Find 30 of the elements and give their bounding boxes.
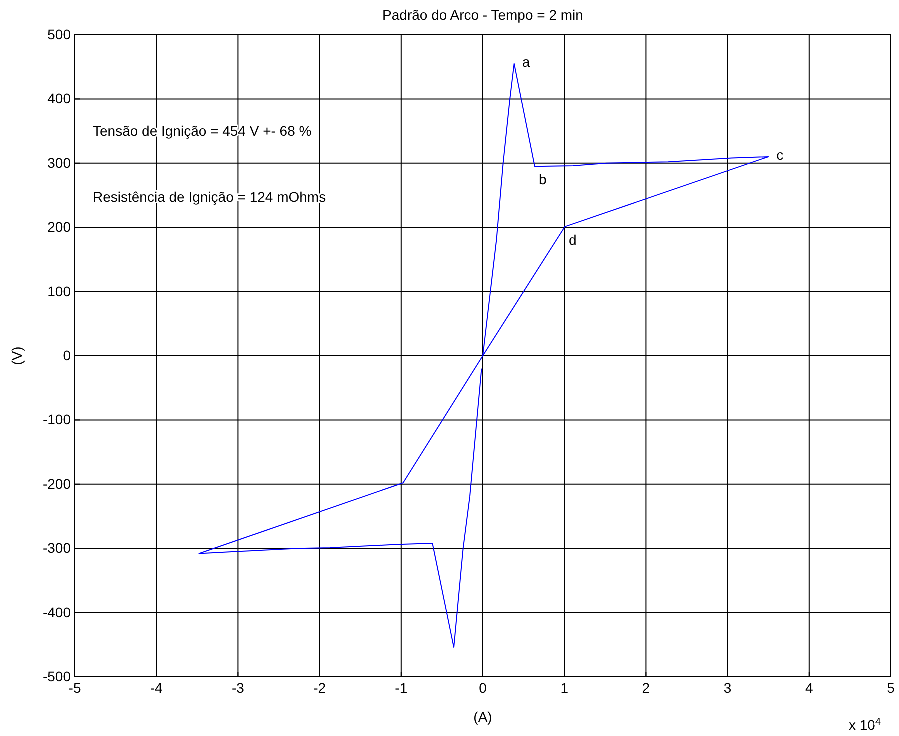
x-tick-label: -1 [395,680,408,696]
annotation: b [538,172,547,188]
y-tick-label: 500 [48,26,72,42]
x-tick-label: -2 [314,680,326,696]
x-axis-title: (A) [474,709,492,725]
y-tick-label: 300 [48,154,72,171]
y-tick-label: 0 [63,347,72,364]
x-tick-label: 5 [887,680,896,696]
x-tick-label: 2 [642,680,650,696]
y-tick-label: -400 [42,604,72,620]
annotation: a [522,54,530,70]
y-tick-label: 200 [48,219,72,236]
x-tick-label: 0 [479,680,488,696]
y-axis-title: (V) [9,346,25,366]
x-tick-label: -4 [150,680,164,696]
y-tick-label: -500 [42,668,72,684]
annotation: d [569,232,577,248]
x-tick-label: 3 [724,680,732,696]
text: x 10$^{4}$ [849,716,882,733]
x-tick-label: 1 [560,680,569,696]
y-tick-label: 400 [48,90,72,107]
annotation: c [776,146,784,163]
chart-title: Padrão do Arco - Tempo = 2 min [382,7,584,23]
y-tick-label: -300 [42,540,72,556]
y-tick-label: -200 [42,476,72,492]
x-tick-label: -3 [232,680,245,696]
x-tick-label: -5 [68,680,82,696]
y-tick-label: 100 [48,283,72,300]
x-tick-label: 4 [806,680,814,696]
y-tick-label: -100 [42,412,72,428]
